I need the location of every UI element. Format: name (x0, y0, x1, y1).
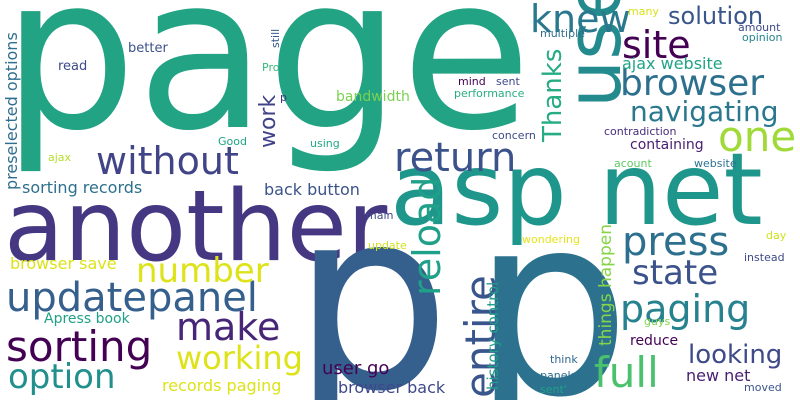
word-browser-back: browser back (338, 378, 446, 397)
word-work: work (256, 94, 281, 148)
word-wondering: wondering (522, 233, 580, 246)
word-day: day (766, 229, 787, 242)
word-moved: moved (744, 381, 782, 394)
word-navigating: navigating (630, 95, 779, 128)
word-guys: guys (644, 315, 671, 328)
word-option: option (8, 357, 116, 397)
word-state: state (632, 253, 719, 293)
word-p-large-right: p (472, 161, 631, 400)
word-still: still (269, 28, 282, 48)
word-paging: paging (620, 287, 751, 331)
word-read: read (58, 59, 88, 74)
word-number: number (136, 251, 269, 291)
word-things-happen: things happen (596, 224, 616, 346)
word-solution: solution (668, 2, 764, 30)
word-website: website (694, 157, 737, 170)
word-another: another (4, 170, 388, 284)
word-new-net: new net (686, 366, 751, 385)
word-update: update (368, 239, 407, 252)
word-full: full (594, 348, 659, 397)
word-history-control: history control (484, 281, 502, 390)
word-updatepanel: updatepanel (6, 275, 258, 321)
word-good: Good (218, 135, 247, 148)
word-opinion: opinion (742, 31, 783, 44)
word-p-small: p (280, 91, 287, 104)
word-sent: sent (496, 75, 520, 88)
word-records-paging: records paging (162, 376, 282, 395)
word-concern: concern (492, 129, 536, 142)
word-p-large-left: p (292, 155, 451, 400)
word-many: many (628, 5, 659, 18)
word-return: return (394, 135, 517, 181)
word-using: using (310, 137, 340, 150)
word-preselected-options: preselected options (2, 32, 21, 190)
word-contradiction: contradiction (604, 125, 677, 138)
word-main: main (366, 209, 394, 222)
word-looking: looking (688, 340, 783, 370)
word-reload: reload (405, 176, 449, 296)
word-make: make (176, 305, 281, 349)
word-ajax: ajax (48, 151, 72, 164)
word-panels: panels (540, 369, 577, 382)
word-reduce: reduce (630, 333, 679, 349)
word-ajax-website: ajax website (622, 54, 723, 73)
word-knew: knew (530, 0, 631, 41)
word-pro: Pro (262, 61, 280, 74)
word-asp-net: asp net (390, 131, 763, 248)
word-mind: mind (458, 75, 486, 88)
word-back-button: back button (264, 180, 360, 199)
word-without: without (96, 139, 239, 183)
word-amount: amount (738, 21, 781, 34)
word-site: site (622, 23, 691, 67)
word-bandwidth: bandwidth (336, 89, 410, 105)
word-better: better (128, 41, 168, 56)
word-think: think (550, 353, 578, 366)
word-acount: acount (614, 157, 652, 170)
word-containing: containing (630, 137, 704, 153)
word-apress-book: Apress book (44, 311, 130, 327)
word-performance: performance (454, 87, 525, 100)
word-multiple: multiple (540, 27, 585, 40)
word-browser-save: browser save (10, 254, 117, 273)
word-instead: instead (744, 251, 785, 264)
word-page: page (2, 0, 532, 177)
word-thanks: Thanks (538, 48, 568, 142)
word-working: working (176, 339, 303, 377)
word-browser: browser (620, 63, 765, 104)
word-user-go: user go (322, 358, 390, 379)
word-one: one (718, 112, 797, 161)
word-sorting: sorting (6, 322, 153, 371)
word-sorting-records: sorting records (22, 178, 143, 197)
word-press: press (622, 219, 730, 265)
word-sent-apostrophe: sent' (540, 383, 567, 396)
